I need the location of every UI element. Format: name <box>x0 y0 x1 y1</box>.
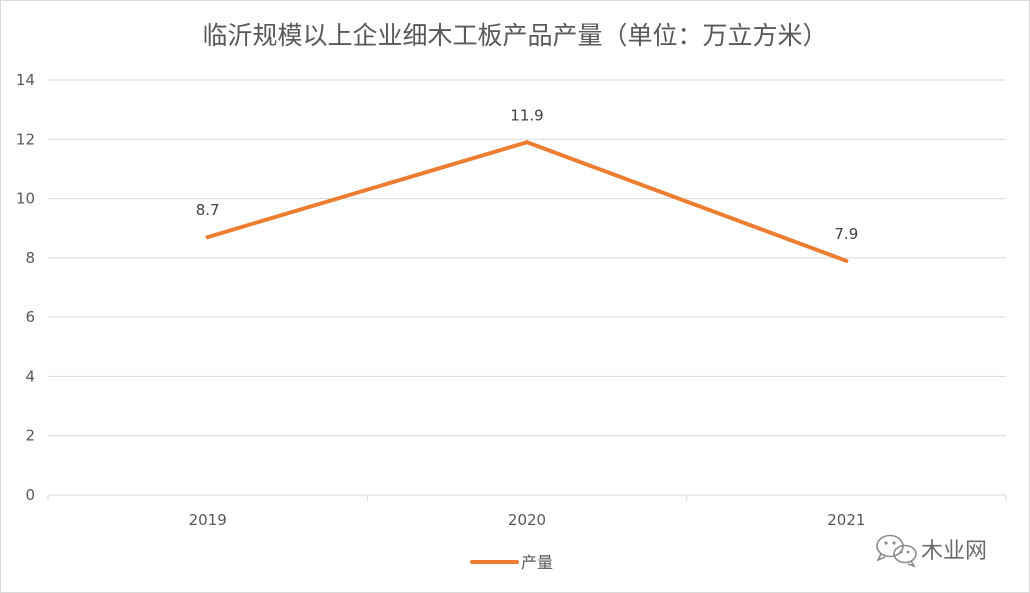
y-axis-ticks: 0 2 4 6 8 10 12 14 <box>16 71 35 504</box>
data-label: 8.7 <box>196 201 220 219</box>
y-tick-label: 0 <box>25 486 35 504</box>
x-tick-label: 2020 <box>508 511 546 529</box>
x-tick-label: 2019 <box>189 511 227 529</box>
y-tick-label: 6 <box>25 308 35 326</box>
gridlines <box>48 79 1006 437</box>
x-tick-label: 2021 <box>827 511 865 529</box>
chart-title: 临沂规模以上企业细木工板产品产量（单位：万立方米） <box>202 21 827 50</box>
legend-label: 产量 <box>521 553 553 572</box>
x-axis-ticks: 2019 2020 2021 <box>189 511 866 529</box>
y-tick-label: 8 <box>25 249 35 267</box>
data-label: 7.9 <box>834 225 858 243</box>
y-tick-label: 10 <box>16 190 35 208</box>
data-point <box>525 140 529 145</box>
y-tick-label: 2 <box>25 427 35 445</box>
data-point <box>844 258 849 263</box>
data-labels: 8.7 11.9 7.9 <box>196 106 859 243</box>
y-tick-label: 14 <box>16 71 35 89</box>
series-layer <box>205 140 849 263</box>
legend: 产量 <box>470 553 553 572</box>
data-label: 11.9 <box>510 106 543 124</box>
watermark-text: 木业网 <box>921 539 987 564</box>
wechat-icon <box>876 534 917 568</box>
series-line <box>205 140 849 263</box>
y-tick-label: 12 <box>16 130 35 148</box>
data-point <box>205 235 210 240</box>
x-axis <box>47 494 1007 501</box>
watermark: 木业网 <box>876 534 987 568</box>
y-tick-label: 4 <box>25 367 35 385</box>
